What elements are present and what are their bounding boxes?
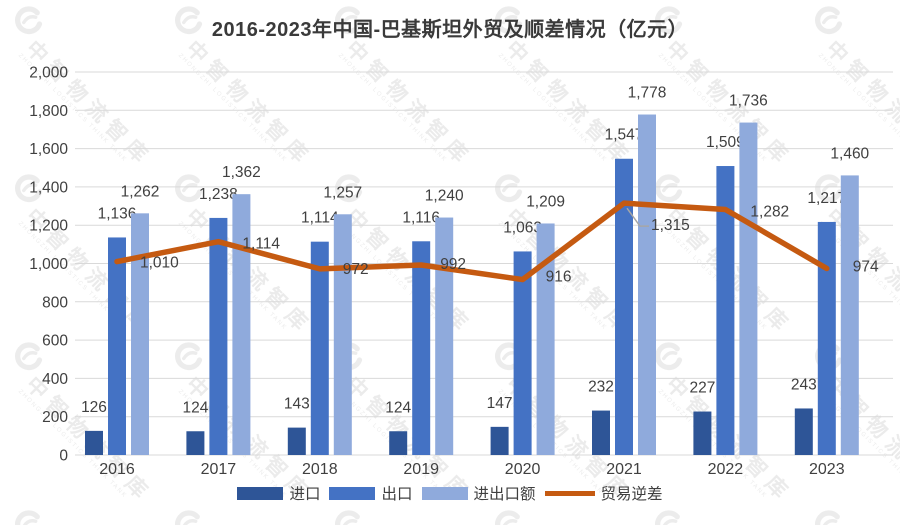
value-label-2022-series0: 227 bbox=[689, 380, 715, 397]
y-axis-tick: 1,000 bbox=[29, 256, 68, 273]
x-axis-tick-2021: 2021 bbox=[606, 461, 642, 478]
bar-2017-series0 bbox=[186, 431, 205, 455]
legend-label-export: 出口 bbox=[381, 486, 413, 503]
x-axis-tick-2023: 2023 bbox=[809, 461, 845, 478]
chart-title: 2016-2023年中国-巴基斯坦外贸及顺差情况（亿元） bbox=[211, 19, 689, 41]
x-axis-tick-2018: 2018 bbox=[302, 461, 338, 478]
value-label-2017-series0: 124 bbox=[182, 399, 208, 416]
legend-label-total: 进出口额 bbox=[473, 486, 536, 503]
value-label-2020-series2: 1,209 bbox=[526, 193, 565, 210]
legend-item-export: 出口 bbox=[329, 482, 413, 504]
bar-2020-series0 bbox=[490, 426, 509, 455]
deficit-line-swatch-icon bbox=[544, 490, 595, 496]
value-label-2016-series0: 126 bbox=[81, 399, 107, 416]
legend-label-import: 进口 bbox=[289, 486, 321, 503]
y-axis-tick: 1,400 bbox=[29, 179, 68, 196]
bar-2018-series0 bbox=[287, 427, 306, 455]
x-axis-tick-2019: 2019 bbox=[403, 461, 439, 478]
y-axis-tick: 600 bbox=[42, 333, 68, 350]
y-axis-tick: 0 bbox=[59, 448, 68, 465]
y-axis-tick: 1,600 bbox=[29, 141, 68, 158]
bar-2018-series2 bbox=[333, 214, 352, 455]
y-axis-tick: 200 bbox=[42, 409, 68, 426]
value-label-2021-line: 1,315 bbox=[651, 217, 690, 234]
value-label-2016-series1: 1,136 bbox=[98, 205, 137, 222]
bar-2019-series2 bbox=[435, 217, 454, 455]
bar-2020-series2 bbox=[536, 223, 555, 455]
legend-item-import: 进口 bbox=[237, 482, 320, 504]
x-axis-tick-2016: 2016 bbox=[99, 461, 135, 478]
label-leader-line bbox=[626, 207, 649, 227]
value-label-2019-series0: 124 bbox=[385, 399, 411, 416]
legend-label-deficit: 贸易逆差 bbox=[600, 486, 663, 503]
bar-2020-series1 bbox=[513, 251, 532, 455]
value-label-2020-series0: 147 bbox=[487, 395, 513, 412]
value-label-2021-series2: 1,778 bbox=[628, 85, 667, 102]
x-axis-tick-2020: 2020 bbox=[505, 461, 541, 478]
value-label-2018-series0: 143 bbox=[284, 396, 310, 413]
value-label-2022-series1: 1,509 bbox=[706, 134, 745, 151]
value-label-2019-series2: 1,240 bbox=[425, 188, 464, 205]
x-axis-tick-2017: 2017 bbox=[201, 461, 237, 478]
bar-2023-series2 bbox=[840, 175, 859, 455]
bar-2019-series1 bbox=[412, 241, 431, 455]
value-label-2017-line: 1,114 bbox=[242, 236, 280, 253]
bar-2018-series1 bbox=[310, 241, 329, 455]
export-swatch-icon bbox=[329, 486, 376, 500]
value-label-2022-series2: 1,736 bbox=[729, 93, 768, 110]
value-label-2017-series1: 1,238 bbox=[199, 186, 238, 203]
bar-2019-series0 bbox=[389, 431, 408, 455]
value-label-2023-series2: 1,460 bbox=[830, 145, 869, 162]
bar-2016-series0 bbox=[85, 430, 103, 455]
value-label-2023-series1: 1,217 bbox=[807, 190, 846, 207]
value-label-2020-line: 916 bbox=[546, 269, 572, 286]
bar-2017-series2 bbox=[232, 194, 251, 455]
value-label-2019-series1: 1,116 bbox=[402, 209, 440, 226]
y-axis-tick: 400 bbox=[42, 371, 68, 388]
chart-legend: 进口 出口 进出口额 贸易逆差 bbox=[0, 482, 900, 504]
bar-2023-series0 bbox=[794, 408, 813, 455]
bar-2022-series2 bbox=[739, 122, 758, 455]
value-label-2019-line: 992 bbox=[440, 256, 466, 273]
x-axis-tick-2022: 2022 bbox=[708, 461, 744, 478]
value-label-2016-series2: 1,262 bbox=[121, 183, 160, 200]
value-label-2023-series0: 243 bbox=[791, 376, 817, 393]
y-axis-tick: 1,200 bbox=[29, 218, 68, 235]
bar-2022-series1 bbox=[716, 166, 735, 456]
total-swatch-icon bbox=[421, 486, 468, 500]
import-swatch-icon bbox=[237, 486, 284, 500]
bar-2021-series0 bbox=[592, 410, 610, 455]
bar-2016-series1 bbox=[108, 237, 126, 455]
value-label-2021-series0: 232 bbox=[588, 379, 614, 396]
bar-2021-series1 bbox=[615, 158, 633, 455]
deficit-line bbox=[114, 200, 830, 283]
y-axis-tick: 800 bbox=[42, 294, 68, 311]
value-label-2021-series1: 1,547 bbox=[605, 127, 644, 144]
value-label-2018-series2: 1,257 bbox=[323, 184, 362, 201]
value-label-2023-line: 974 bbox=[853, 258, 879, 275]
value-label-2016-line: 1,010 bbox=[140, 255, 179, 272]
value-label-2018-line: 972 bbox=[343, 261, 369, 278]
legend-item-deficit: 贸易逆差 bbox=[544, 482, 663, 504]
legend-item-total: 进出口额 bbox=[421, 482, 536, 504]
value-label-2017-series2: 1,362 bbox=[222, 164, 261, 181]
value-label-2020-series1: 1,063 bbox=[503, 219, 542, 236]
bar-2017-series1 bbox=[209, 217, 228, 455]
y-axis-tick: 1,800 bbox=[29, 103, 68, 120]
bar-2016-series2 bbox=[131, 213, 149, 455]
bar-2022-series0 bbox=[693, 411, 712, 455]
value-label-2018-series1: 1,114 bbox=[301, 210, 339, 227]
bar-2021-series2 bbox=[638, 114, 656, 455]
bar-2023-series1 bbox=[817, 221, 836, 455]
value-label-2022-line: 1,282 bbox=[750, 203, 789, 220]
y-axis-tick: 2,000 bbox=[29, 65, 68, 82]
